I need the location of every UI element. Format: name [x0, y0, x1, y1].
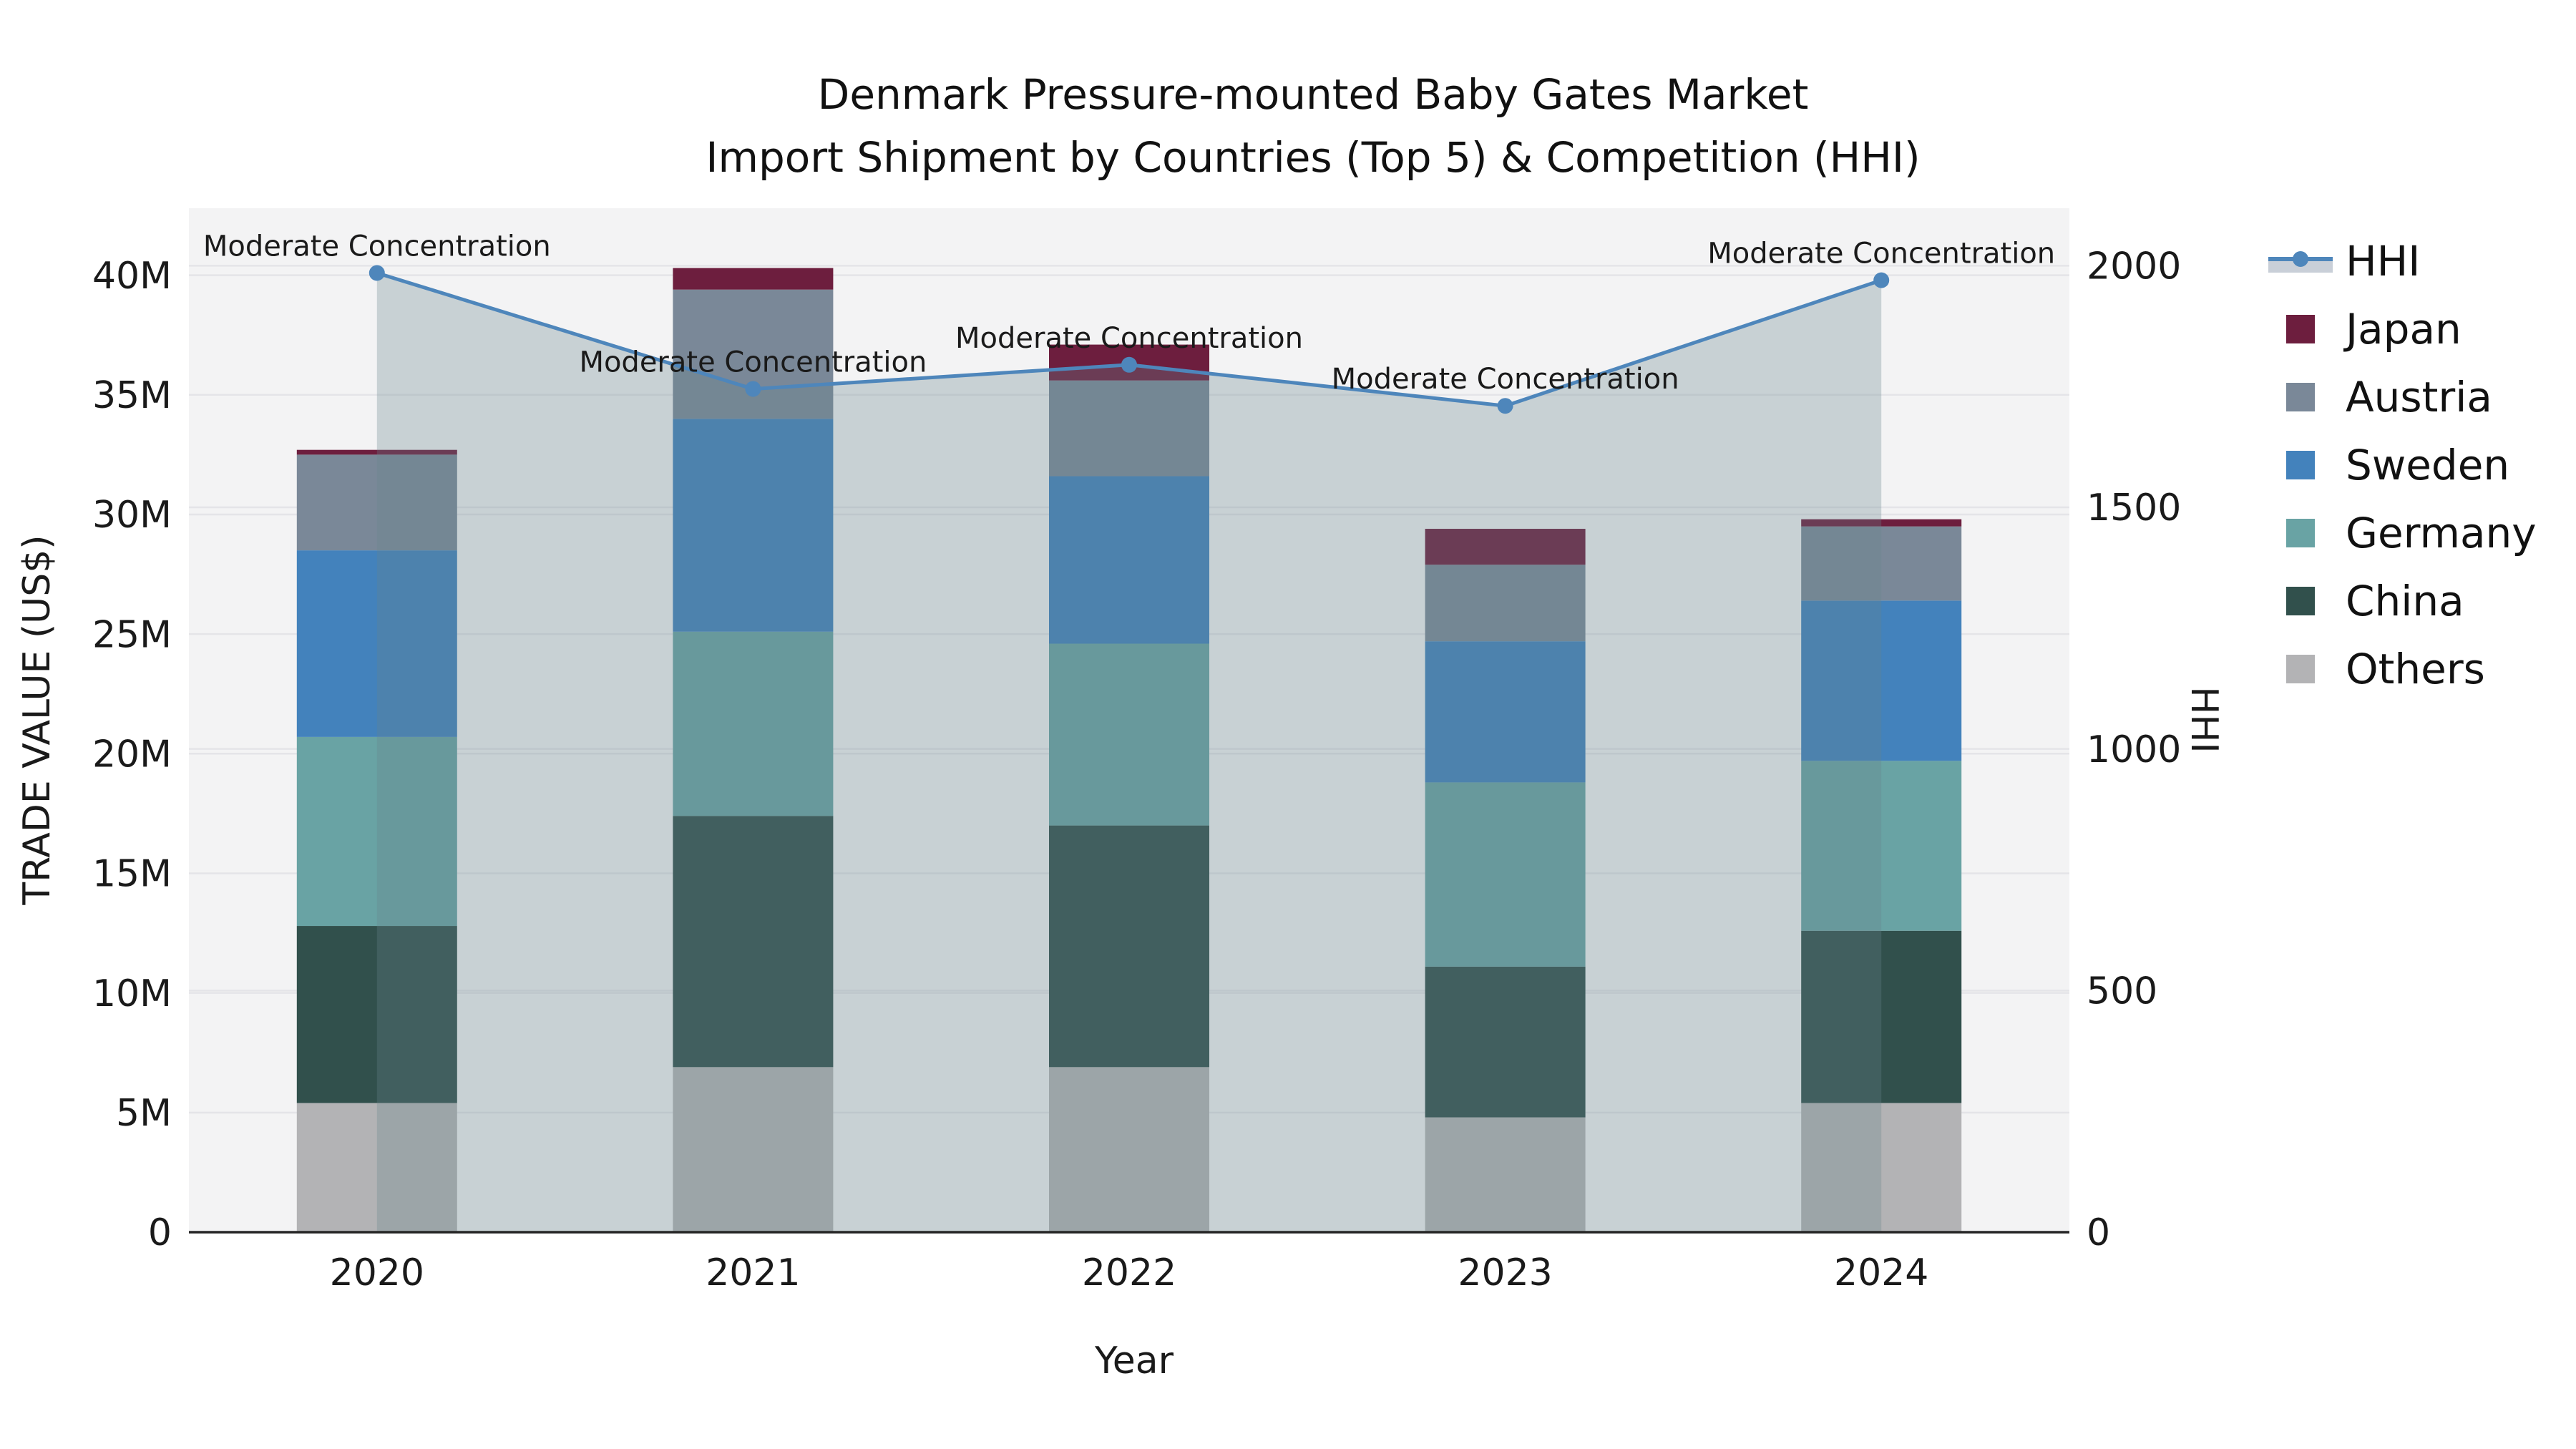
y-left-tick-label: 35M — [92, 374, 172, 417]
legend-label: HHI — [2346, 236, 2421, 286]
bar-segment-austria-2024 — [1801, 526, 1962, 601]
legend-swatch-sweden — [2286, 450, 2315, 479]
annotation-2021: Moderate Concentration — [579, 346, 927, 379]
y-right-tick-label: 500 — [2087, 970, 2157, 1013]
y-right-tick-label: 0 — [2087, 1211, 2110, 1254]
bar-segment-germany-2022 — [1049, 643, 1209, 826]
y-left-tick-label: 15M — [92, 853, 172, 896]
bar-segment-china-2022 — [1049, 825, 1209, 1068]
bar-segment-austria-2023 — [1425, 565, 1586, 642]
legend-swatch-others — [2286, 654, 2315, 683]
bar-segment-sweden-2022 — [1049, 476, 1209, 644]
hhi-point-2022 — [1121, 356, 1137, 373]
legend-swatch-china — [2286, 586, 2315, 615]
bar-segment-others-2023 — [1425, 1117, 1586, 1232]
bar-segment-sweden-2023 — [1425, 641, 1586, 783]
legend-label: China — [2346, 576, 2464, 625]
x-tick-label: 2020 — [330, 1252, 424, 1294]
bar-segment-sweden-2024 — [1801, 600, 1962, 761]
hhi-point-2023 — [1497, 398, 1513, 414]
bar-segment-others-2022 — [1049, 1067, 1209, 1232]
x-tick-label: 2021 — [706, 1252, 800, 1294]
legend-item-others: Others — [2268, 635, 2537, 703]
bar-segment-austria-2020 — [296, 454, 457, 551]
legend: HHI Japan Austria Sweden Germany China Others — [2268, 227, 2537, 703]
legend-item-china: China — [2268, 567, 2537, 635]
hhi-point-2024 — [1873, 272, 1890, 288]
bar-segment-sweden-2021 — [673, 419, 834, 632]
legend-label: Sweden — [2346, 440, 2510, 489]
legend-item-germany: Germany — [2268, 499, 2537, 567]
hhi-area — [376, 273, 1882, 1232]
bar-segment-japan-2021 — [673, 268, 834, 290]
legend-label: Japan — [2346, 304, 2462, 353]
x-tick-label: 2022 — [1082, 1252, 1176, 1294]
bar-segment-japan-2020 — [296, 449, 457, 455]
legend-item-austria: Austria — [2268, 363, 2537, 431]
y-axis-title-right: HHI — [2182, 686, 2225, 753]
x-tick-label: 2024 — [1834, 1252, 1928, 1294]
bar-segment-germany-2020 — [296, 736, 457, 927]
chart-title-line2: Import Shipment by Countries (Top 5) & C… — [706, 133, 1921, 182]
y-left-tick-label: 40M — [92, 255, 172, 298]
bar-segment-austria-2022 — [1049, 380, 1209, 477]
bar-segment-china-2024 — [1801, 930, 1962, 1103]
chart-title-line1: Denmark Pressure-mounted Baby Gates Mark… — [817, 70, 1809, 119]
legend-item-japan: Japan — [2268, 295, 2537, 363]
y-right-tick-label: 1000 — [2087, 728, 2181, 771]
bar-segment-china-2020 — [296, 926, 457, 1103]
bar-segment-china-2021 — [673, 816, 834, 1068]
bar-segment-japan-2024 — [1801, 519, 1962, 527]
annotation-2024: Moderate Concentration — [1707, 238, 2055, 270]
y-left-tick-label: 30M — [92, 494, 172, 537]
bar-segment-germany-2023 — [1425, 782, 1586, 967]
bar-segment-china-2023 — [1425, 966, 1586, 1118]
legend-swatch-germany — [2286, 518, 2315, 547]
y-left-tick-label: 5M — [116, 1092, 172, 1135]
bar-segment-others-2021 — [673, 1067, 834, 1232]
bar-segment-austria-2021 — [673, 289, 834, 419]
bar-segment-japan-2023 — [1425, 529, 1586, 565]
annotation-2022: Moderate Concentration — [955, 322, 1303, 355]
legend-swatch-austria — [2286, 382, 2315, 411]
bar-segment-germany-2021 — [673, 631, 834, 816]
y-left-tick-label: 20M — [92, 733, 172, 776]
bar-segment-others-2024 — [1801, 1103, 1962, 1232]
bar-segment-others-2020 — [296, 1103, 457, 1232]
y-right-tick-label: 2000 — [2087, 245, 2181, 288]
y-left-tick-label: 25M — [92, 613, 172, 656]
legend-item-sweden: Sweden — [2268, 431, 2537, 499]
legend-label: Germany — [2346, 508, 2537, 557]
hhi-point-2021 — [745, 381, 761, 397]
legend-label: Austria — [2346, 372, 2492, 421]
hhi-line-swatch-icon — [2268, 245, 2333, 277]
bar-segment-germany-2024 — [1801, 761, 1962, 931]
y-right-tick-label: 1500 — [2087, 487, 2181, 530]
legend-item-hhi: HHI — [2268, 227, 2537, 295]
x-axis-title: Year — [1094, 1340, 1174, 1382]
legend-swatch-japan — [2286, 314, 2315, 343]
bar-segment-sweden-2020 — [296, 550, 457, 737]
x-tick-label: 2023 — [1458, 1252, 1552, 1294]
annotation-2020: Moderate Concentration — [203, 230, 551, 263]
y-axis-title-left: TRADE VALUE (US$) — [16, 535, 59, 905]
annotation-2023: Moderate Concentration — [1332, 363, 1679, 396]
hhi-point-2020 — [369, 265, 385, 281]
legend-label: Others — [2346, 644, 2485, 693]
y-left-tick-label: 10M — [92, 972, 172, 1015]
y-left-tick-label: 0 — [148, 1211, 172, 1254]
